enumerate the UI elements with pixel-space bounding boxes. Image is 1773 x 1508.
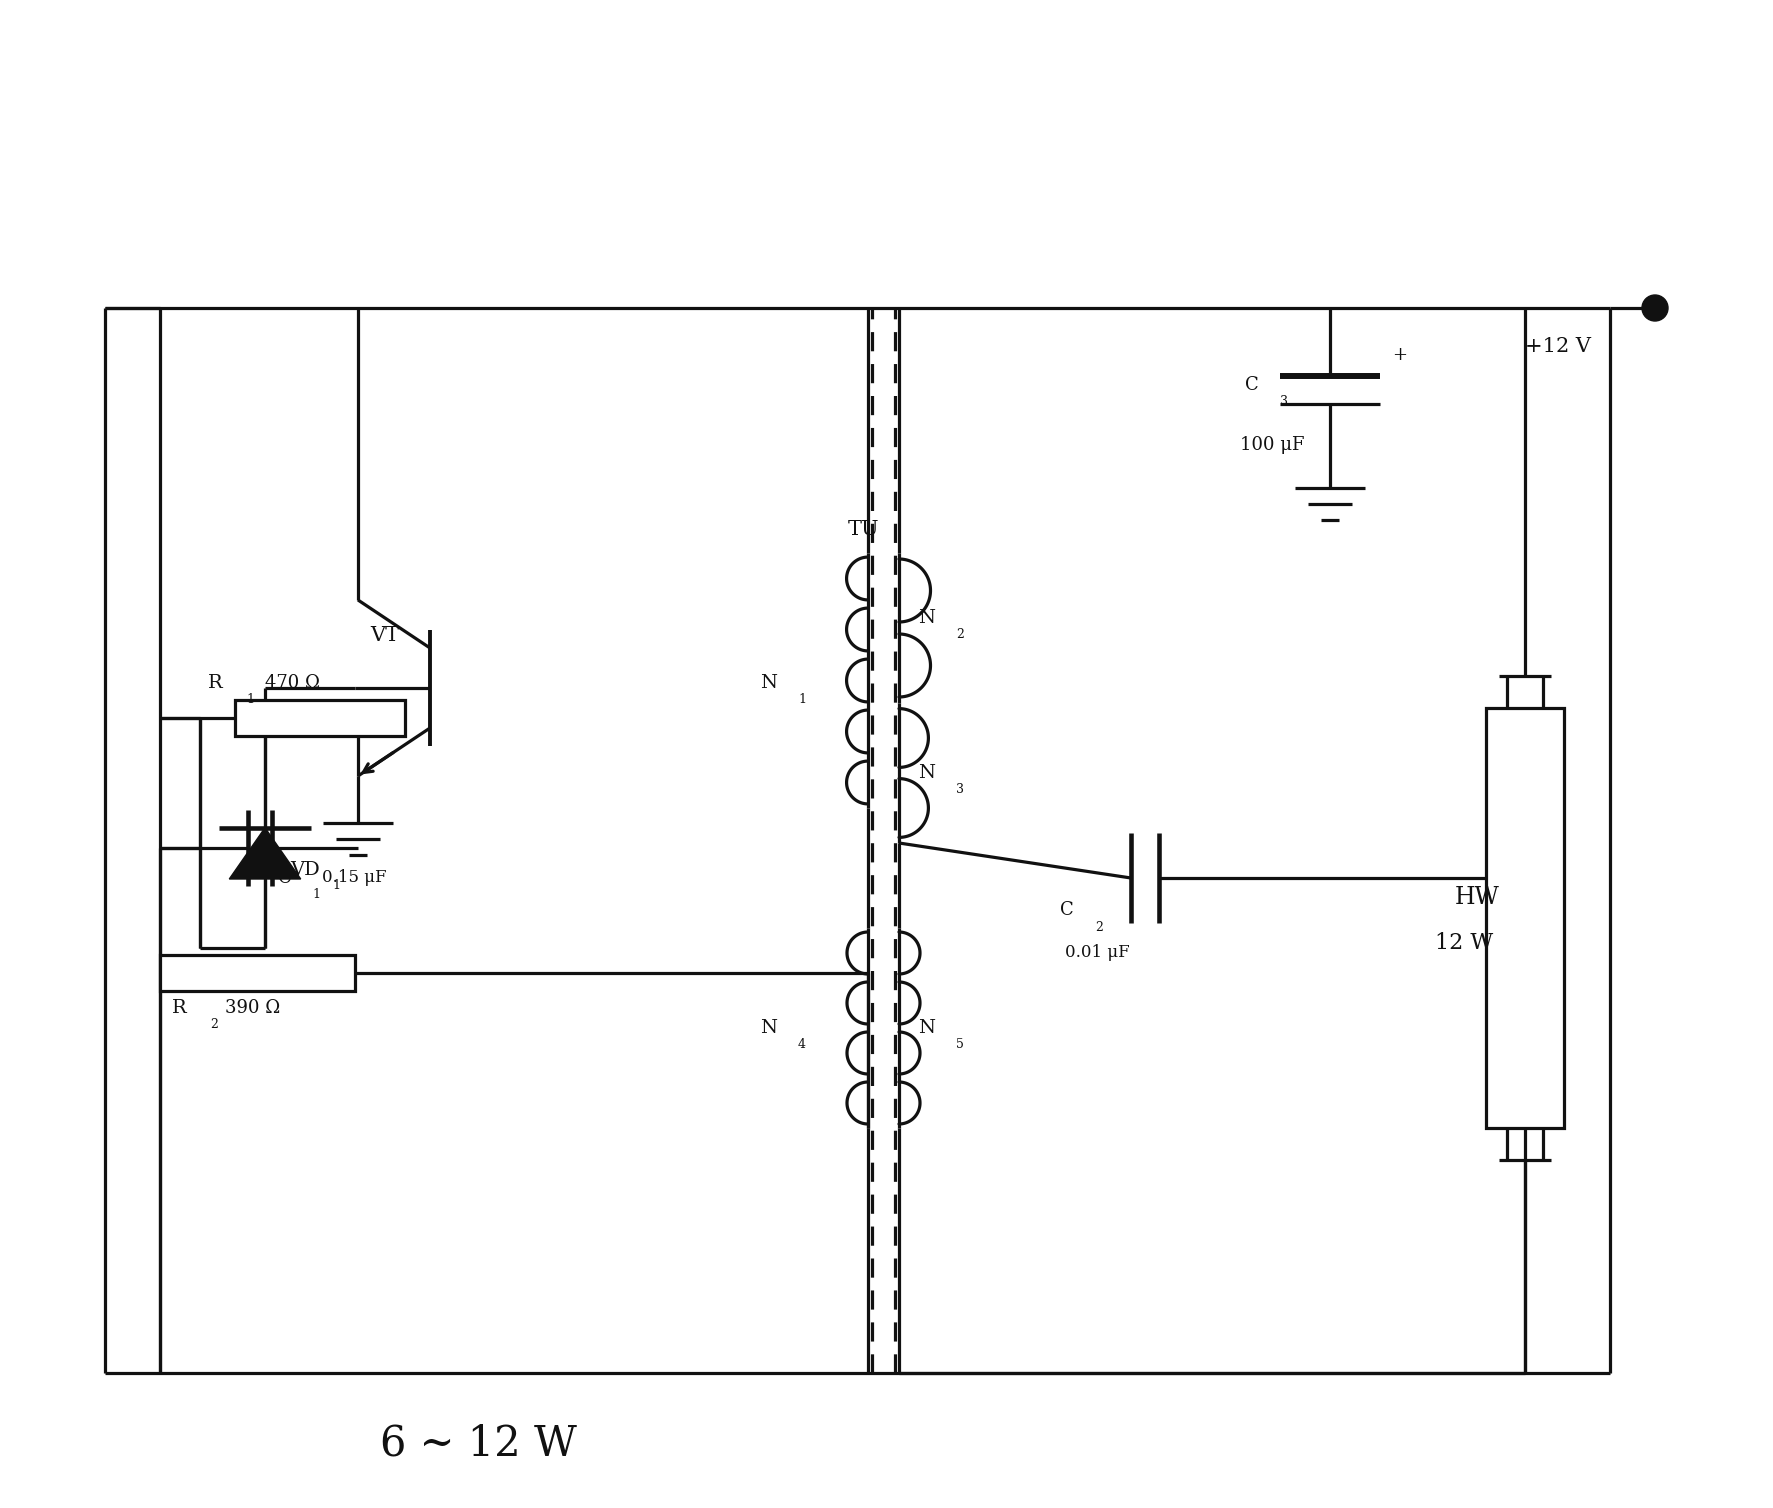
- Text: C: C: [278, 869, 293, 887]
- Text: 1: 1: [798, 694, 807, 707]
- Text: 2: 2: [956, 629, 965, 641]
- Text: TU: TU: [847, 520, 879, 540]
- Text: 100 μF: 100 μF: [1239, 436, 1305, 454]
- Text: N: N: [918, 765, 934, 783]
- Text: R: R: [172, 998, 186, 1016]
- Text: 0.15 μF: 0.15 μF: [323, 870, 387, 887]
- Text: 4: 4: [798, 1039, 807, 1051]
- Bar: [1486, 707, 1564, 1128]
- Text: HW: HW: [1456, 887, 1500, 909]
- Text: N: N: [761, 674, 777, 692]
- Text: +12 V: +12 V: [1525, 336, 1590, 356]
- Text: VT: VT: [371, 626, 399, 645]
- Circle shape: [1642, 296, 1668, 321]
- Bar: [160, 955, 355, 991]
- Text: +: +: [1392, 345, 1408, 363]
- Text: 2: 2: [209, 1018, 218, 1031]
- Text: 470 Ω: 470 Ω: [264, 674, 319, 692]
- Text: 0.01 μF: 0.01 μF: [1066, 944, 1129, 962]
- Text: 390 Ω: 390 Ω: [225, 998, 280, 1016]
- Text: C: C: [1245, 375, 1259, 394]
- Text: VD: VD: [291, 861, 319, 879]
- Bar: [236, 700, 404, 736]
- Text: 1: 1: [246, 694, 254, 707]
- Text: N: N: [918, 609, 934, 627]
- Text: 1: 1: [312, 888, 319, 902]
- Text: R: R: [207, 674, 223, 692]
- Text: N: N: [918, 1019, 934, 1038]
- Text: N: N: [761, 1019, 777, 1038]
- Text: 3: 3: [956, 784, 965, 796]
- Polygon shape: [229, 828, 301, 879]
- Text: 6 ~ 12 W: 6 ~ 12 W: [379, 1422, 576, 1464]
- Text: C: C: [1060, 900, 1074, 918]
- Text: 3: 3: [1280, 395, 1287, 409]
- Text: 5: 5: [956, 1039, 965, 1051]
- Text: 1: 1: [332, 879, 340, 893]
- Text: 2: 2: [1096, 921, 1103, 935]
- Text: 12 W: 12 W: [1434, 932, 1493, 955]
